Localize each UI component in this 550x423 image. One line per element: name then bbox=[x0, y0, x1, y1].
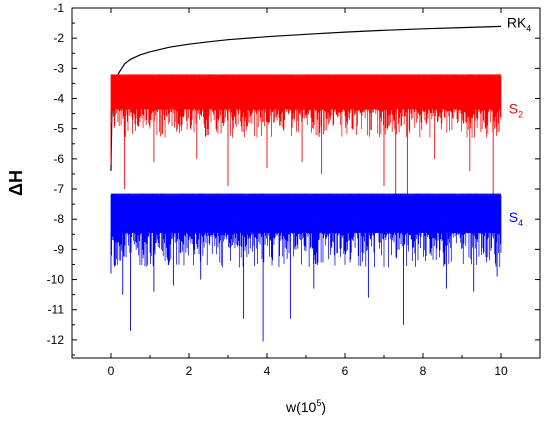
series-band-core bbox=[111, 74, 501, 99]
series-label-name: RK bbox=[507, 15, 527, 31]
series-band-core bbox=[111, 193, 501, 223]
series-label-name: S bbox=[509, 101, 518, 117]
y-axis-title: ΔH bbox=[6, 170, 26, 196]
x-tick-label: 0 bbox=[108, 364, 115, 378]
series-label-name: S bbox=[509, 209, 518, 225]
y-tick-label: -11 bbox=[48, 303, 65, 317]
y-tick-label: -7 bbox=[53, 182, 64, 196]
y-tick-label: -10 bbox=[47, 273, 65, 287]
y-tick-label: -12 bbox=[47, 333, 65, 347]
y-tick-label: -6 bbox=[53, 152, 64, 166]
series-label-subscript: 4 bbox=[526, 24, 531, 34]
series-s2 bbox=[110, 74, 502, 208]
y-tick-label: -3 bbox=[53, 61, 64, 75]
y-tick-label: -9 bbox=[53, 242, 64, 256]
series-label-subscript: 2 bbox=[518, 110, 523, 120]
y-tick-label: -1 bbox=[53, 1, 64, 15]
series-s4 bbox=[110, 193, 502, 342]
x-axis-ticks: 0 2 4 6 8 10 bbox=[71, 8, 541, 378]
y-tick-label: -8 bbox=[53, 212, 64, 226]
x-axis-title-text: w(10 bbox=[285, 399, 317, 415]
y-tick-label: -2 bbox=[53, 31, 64, 45]
x-axis-title: w(105) bbox=[285, 398, 326, 415]
series-layer bbox=[110, 25, 502, 342]
series-label: RK4 bbox=[507, 15, 531, 34]
plot-frame bbox=[71, 7, 541, 359]
series-label: S4 bbox=[509, 209, 523, 228]
x-tick-label: 2 bbox=[186, 364, 193, 378]
series-label: S2 bbox=[509, 101, 523, 120]
series-label-subscript: 4 bbox=[518, 218, 523, 228]
x-tick-label: 10 bbox=[494, 364, 508, 378]
y-tick-label: -5 bbox=[53, 122, 64, 136]
x-axis-title-close: ) bbox=[321, 399, 326, 415]
x-axis-title-sup: 5 bbox=[316, 398, 321, 408]
x-tick-label: 6 bbox=[342, 364, 349, 378]
y-tick-label: -4 bbox=[53, 92, 64, 106]
y-axis-ticks: -1 -2 -3 -4 -5 -6 -7 -8 -9 -10 -11 -12 bbox=[47, 1, 540, 356]
x-tick-label: 4 bbox=[264, 364, 271, 378]
x-tick-label: 8 bbox=[420, 364, 427, 378]
